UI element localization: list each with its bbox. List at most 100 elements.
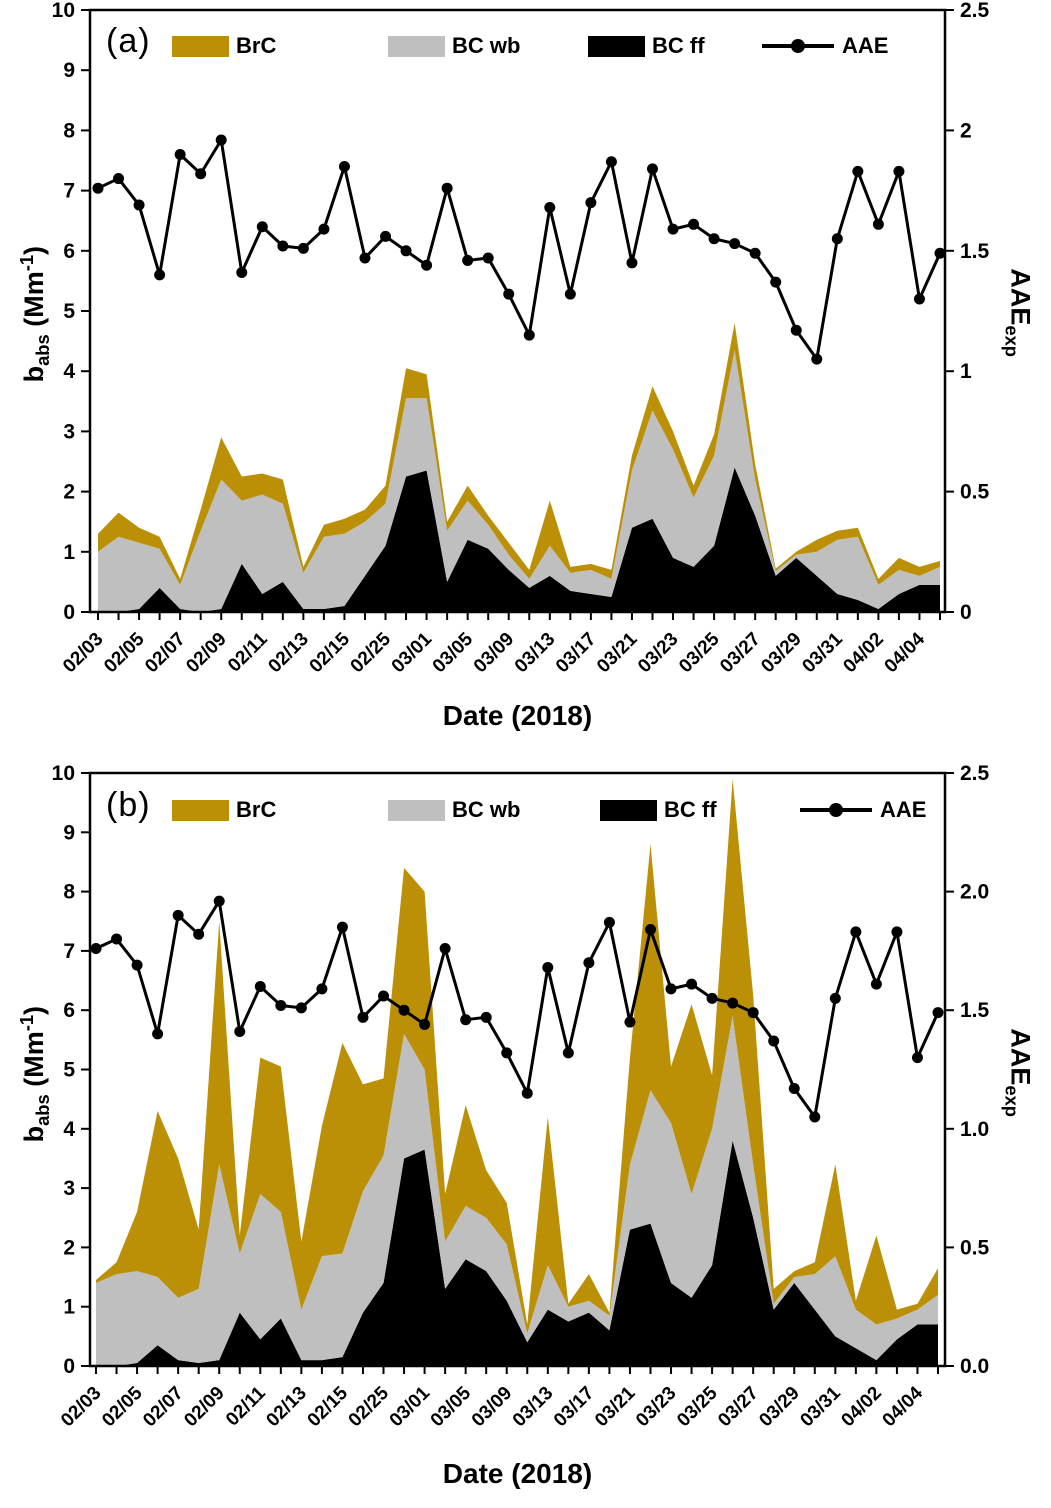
aae-marker-b: [419, 1018, 431, 1030]
aae-marker-a: [92, 182, 104, 194]
x-tick-label-a: 03/05: [429, 628, 478, 677]
y2-tick-label-b: 2.0: [960, 881, 989, 904]
aae-marker-a: [174, 148, 186, 160]
aae-marker-a: [893, 165, 905, 177]
legend-item-bcff-b: BC ff: [600, 797, 717, 823]
panel-b-letter: (b): [106, 786, 151, 824]
x-tick-label-a: 02/13: [264, 629, 312, 677]
aae-marker-b: [562, 1047, 574, 1059]
aae-line-a: [97, 138, 942, 361]
aae-marker-b: [90, 943, 102, 955]
y-tick-label-b: 10: [52, 762, 75, 785]
aae-marker-b: [152, 1028, 164, 1040]
aae-marker-b: [234, 1026, 246, 1038]
aae-marker-a: [441, 182, 453, 194]
x-tick-label-b: 04/04: [879, 1382, 928, 1431]
aae-marker-b: [686, 978, 698, 990]
y2-tick-label-b: 2.5: [960, 762, 990, 785]
aae-marker-a: [749, 247, 761, 259]
aae-marker-b: [665, 983, 677, 995]
legend-label-bcwb: BC wb: [452, 33, 521, 58]
x-tick-label-a: 02/03: [59, 629, 107, 677]
x-tick-label-b: 03/27: [714, 1383, 762, 1431]
legend-item-brc-b: BrC: [172, 797, 276, 823]
brc-swatch-icon: [172, 799, 229, 821]
legend-item-bcwb-b: BC wb: [388, 797, 520, 823]
x-tick-label-a: 02/07: [141, 629, 189, 677]
y2-tick-label-a: 0: [960, 601, 972, 624]
aae-marker-a: [503, 288, 515, 300]
y2-tick-label-a: 1: [960, 360, 972, 383]
legend-label-bcff: BC ff: [664, 797, 717, 822]
x-tick-label-b: 03/23: [632, 1383, 680, 1431]
y-tick-label-b: 5: [63, 1059, 75, 1082]
bcwb-swatch-icon: [388, 799, 445, 821]
area-bcff-b: [96, 1140, 938, 1366]
legend-label-brc: BrC: [236, 33, 277, 58]
aae-marker-a: [770, 276, 782, 288]
y-tick-label-a: 8: [63, 119, 75, 142]
aae-marker-a: [236, 266, 248, 278]
aae-marker-b: [460, 1014, 472, 1026]
aae-line-b: [95, 899, 940, 1119]
aae-marker-b: [603, 916, 615, 928]
aae-marker-b: [378, 990, 390, 1002]
aae-marker-b: [727, 997, 739, 1009]
y-tick-label-a: 9: [63, 59, 75, 82]
y-tick-label-b: 2: [63, 1236, 75, 1259]
x-tick-label-a: 03/17: [552, 629, 600, 677]
x-tick-label-b: 02/25: [345, 1382, 394, 1431]
aae-marker-b: [398, 1004, 410, 1016]
aae-marker-b: [891, 926, 903, 938]
x-axis-title-b: Date (2018): [442, 1458, 593, 1489]
aae-marker-b: [172, 909, 184, 921]
aae-line-marker-icon: [800, 803, 872, 817]
aae-marker-a: [318, 223, 330, 235]
aae-marker-a: [133, 199, 145, 211]
aae-marker-b: [193, 928, 205, 940]
aae-marker-b: [111, 933, 123, 945]
aae-line-marker-icon: [762, 39, 834, 53]
x-tick-label-a: 02/09: [182, 629, 230, 677]
aae-marker-a: [421, 259, 433, 271]
aae-marker-b: [521, 1087, 533, 1099]
y2-tick-label-a: 0.5: [960, 481, 990, 504]
y-tick-label-a: 2: [63, 481, 75, 504]
y-tick-label-a: 0: [63, 601, 75, 624]
y-tick-label-a: 5: [63, 300, 75, 323]
y-axis-title-b: babs (Mm-1): [15, 1005, 54, 1143]
legend-item-aae-a: AAE: [762, 33, 888, 59]
aae-marker-a: [523, 329, 535, 341]
aae-marker-b: [829, 992, 841, 1004]
aae-marker-b: [932, 1007, 944, 1019]
aae-marker-b: [295, 1002, 307, 1014]
aae-marker-a: [544, 201, 556, 213]
y-tick-label-b: 4: [63, 1118, 75, 1141]
legend-label-bcwb: BC wb: [452, 797, 521, 822]
aae-marker-b: [357, 1011, 369, 1023]
legend-item-bcff-a: BC ff: [588, 33, 705, 59]
aae-marker-b: [131, 959, 143, 971]
aae-marker-b: [213, 895, 225, 907]
aae-marker-a: [811, 353, 823, 365]
bcwb-swatch-icon: [388, 35, 445, 57]
y-tick-label-b: 9: [63, 821, 75, 844]
x-tick-label-b: 04/02: [837, 1383, 885, 1431]
x-tick-label-a: 03/01: [388, 628, 437, 677]
aae-marker-b: [644, 924, 656, 936]
x-tick-label-b: 02/09: [180, 1383, 228, 1431]
aae-marker-a: [708, 233, 720, 245]
x-tick-label-a: 03/21: [593, 628, 642, 677]
x-tick-label-a: 02/15: [306, 628, 355, 677]
y2-tick-label-b: 0.0: [960, 1355, 989, 1378]
aae-marker-a: [790, 324, 802, 336]
aae-marker-b: [480, 1011, 492, 1023]
x-tick-label-b: 03/09: [468, 1383, 516, 1431]
aae-marker-b: [316, 983, 328, 995]
aae-marker-a: [359, 252, 371, 264]
area-bcwb-b: [96, 1016, 938, 1366]
aae-marker-b: [911, 1052, 923, 1064]
aae-marker-b: [809, 1111, 821, 1123]
area-brc-b: [96, 778, 938, 1334]
